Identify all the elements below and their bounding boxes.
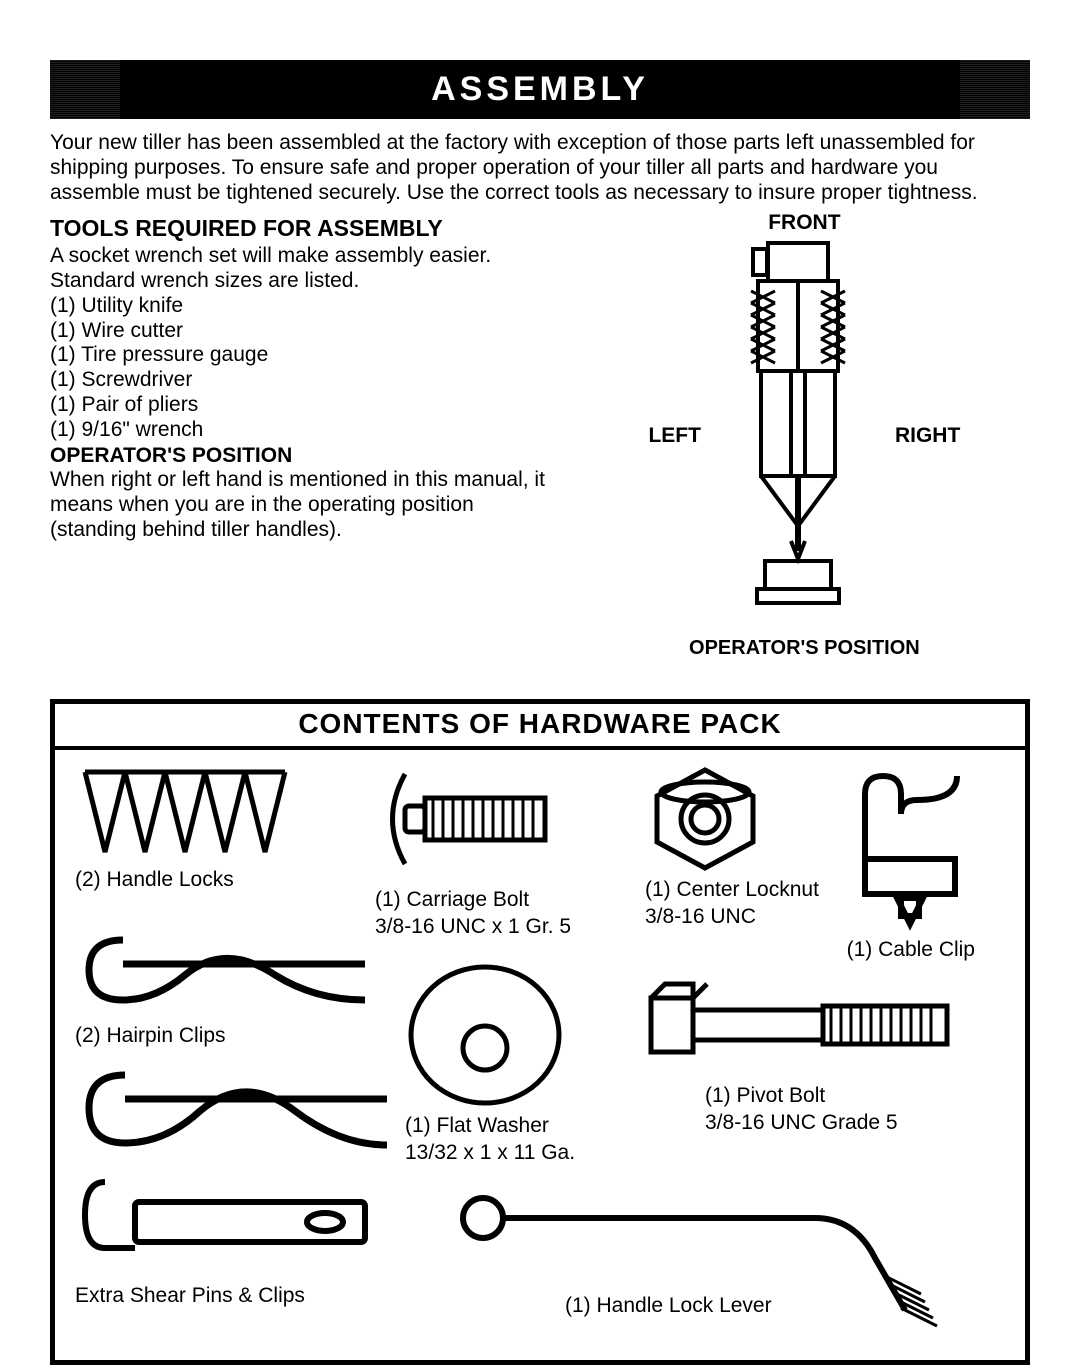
flat-washer-icon (405, 960, 565, 1110)
hw-label: (1) Handle Lock Lever (565, 1294, 772, 1317)
operator-position-text: When right or left hand is mentioned in … (50, 468, 549, 542)
hw-label: (1) Flat Washer (405, 1114, 575, 1137)
hw-cable-clip: (1) Cable Clip (845, 764, 975, 961)
hw-label: (1) Cable Clip (845, 938, 975, 961)
hw-label: (2) Hairpin Clips (75, 1024, 395, 1047)
tools-list: (1) Utility knife (1) Wire cutter (1) Ti… (50, 294, 549, 443)
two-column-section: TOOLS REQUIRED FOR ASSEMBLY A socket wre… (50, 211, 1030, 659)
tiller-diagram-row: LEFT (579, 241, 1030, 631)
hw-label: (1) Center Locknut (645, 878, 819, 901)
hw-flat-washer: (1) Flat Washer 13/32 x 1 x 11 Ga. (405, 960, 575, 1164)
locknut-icon (645, 764, 765, 874)
hardware-grid: (2) Handle Locks (55, 750, 1025, 1360)
tool-item: (1) Utility knife (50, 294, 549, 319)
assembly-banner: ASSEMBLY (50, 60, 1030, 119)
hardware-pack-title: CONTENTS OF HARDWARE PACK (55, 704, 1025, 750)
tools-intro: A socket wrench set will make assembly e… (50, 244, 549, 294)
handle-lock-lever-icon (455, 1190, 955, 1340)
hw-handle-locks: (2) Handle Locks (75, 764, 295, 891)
banner-title: ASSEMBLY (431, 70, 649, 108)
left-column: TOOLS REQUIRED FOR ASSEMBLY A socket wre… (50, 211, 549, 659)
tool-item: (1) Screwdriver (50, 368, 549, 393)
hw-hairpin-clips: (2) Hairpin Clips (75, 920, 395, 1163)
hw-label: 3/8-16 UNC (645, 905, 819, 928)
hw-pivot-bolt: (1) Pivot Bolt 3/8-16 UNC Grade 5 (645, 970, 955, 1134)
hw-label: Extra Shear Pins & Clips (75, 1284, 375, 1307)
tool-item: (1) Tire pressure gauge (50, 343, 549, 368)
shear-pin-icon (75, 1170, 375, 1280)
operator-position-heading: OPERATOR'S POSITION (50, 444, 549, 468)
hw-label: (2) Handle Locks (75, 868, 295, 891)
handle-locks-icon (75, 764, 295, 864)
tool-item: (1) 9/16" wrench (50, 418, 549, 443)
carriage-bolt-icon (375, 764, 565, 884)
tiller-diagram-icon (713, 241, 883, 631)
hw-center-locknut: (1) Center Locknut 3/8-16 UNC (645, 764, 819, 928)
hw-label: 3/8-16 UNC Grade 5 (705, 1111, 955, 1134)
intro-paragraph: Your new tiller has been assembled at th… (50, 131, 1030, 205)
hw-carriage-bolt: (1) Carriage Bolt 3/8-16 UNC x 1 Gr. 5 (375, 764, 571, 938)
right-column: FRONT LEFT (579, 211, 1030, 659)
right-label: RIGHT (895, 424, 960, 448)
hairpin-clip-icon (75, 920, 375, 1020)
hairpin-clip-icon (75, 1053, 395, 1163)
hw-handle-lock-lever: (1) Handle Lock Lever (455, 1190, 955, 1340)
pivot-bolt-icon (645, 970, 955, 1080)
hw-label: (1) Pivot Bolt (705, 1084, 955, 1107)
hw-shear-pins: Extra Shear Pins & Clips (75, 1170, 375, 1307)
left-label: LEFT (648, 424, 701, 448)
front-label: FRONT (579, 211, 1030, 235)
cable-clip-icon (845, 764, 975, 934)
hw-label: 13/32 x 1 x 11 Ga. (405, 1141, 575, 1164)
hardware-pack-box: CONTENTS OF HARDWARE PACK (2) Handle Loc… (50, 699, 1030, 1365)
tools-heading: TOOLS REQUIRED FOR ASSEMBLY (50, 215, 549, 242)
hw-label: (1) Carriage Bolt (375, 888, 571, 911)
tool-item: (1) Pair of pliers (50, 393, 549, 418)
operator-position-label: OPERATOR'S POSITION (579, 637, 1030, 659)
hw-label: 3/8-16 UNC x 1 Gr. 5 (375, 915, 571, 938)
tool-item: (1) Wire cutter (50, 319, 549, 344)
